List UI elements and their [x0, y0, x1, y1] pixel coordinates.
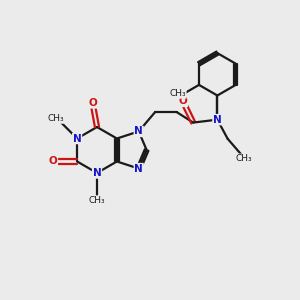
Text: N: N	[73, 134, 82, 143]
Text: CH₃: CH₃	[47, 114, 64, 123]
Text: O: O	[49, 157, 57, 166]
Text: N: N	[93, 168, 101, 178]
Text: N: N	[213, 115, 222, 124]
Text: N: N	[134, 164, 143, 174]
Text: O: O	[88, 98, 97, 108]
Text: CH₃: CH₃	[236, 154, 252, 163]
Text: N: N	[134, 126, 143, 136]
Text: O: O	[178, 96, 187, 106]
Text: CH₃: CH₃	[89, 196, 105, 205]
Text: CH₃: CH₃	[169, 89, 186, 98]
